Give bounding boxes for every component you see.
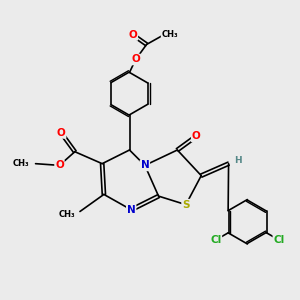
- Text: N: N: [140, 160, 149, 170]
- Text: O: O: [131, 55, 140, 64]
- Text: O: O: [128, 30, 137, 40]
- Text: Cl: Cl: [210, 235, 221, 245]
- Text: S: S: [182, 200, 190, 210]
- Text: O: O: [192, 131, 200, 141]
- Text: H: H: [234, 156, 242, 165]
- Text: CH₃: CH₃: [161, 30, 178, 39]
- Text: O: O: [55, 160, 64, 170]
- Text: Cl: Cl: [273, 235, 285, 245]
- Text: N: N: [127, 205, 136, 215]
- Text: CH₃: CH₃: [13, 159, 29, 168]
- Text: CH₃: CH₃: [58, 210, 75, 219]
- Text: O: O: [57, 128, 65, 138]
